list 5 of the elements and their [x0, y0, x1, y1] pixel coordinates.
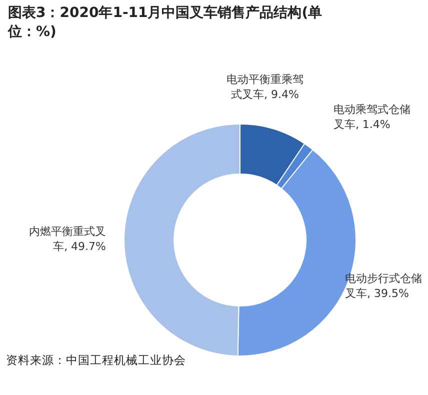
- slice-label: 内燃平衡重式叉车, 49.7%: [28, 224, 106, 254]
- slice-label: 电动平衡重乘驾式叉车, 9.4%: [225, 72, 304, 102]
- chart-title: 图表3：2020年1-11月中国叉车销售产品结构(单位：%): [8, 4, 324, 42]
- text: 资料来源：中国工程机械工业协会: [6, 353, 186, 368]
- slice-label: 电动乘驾式仓储叉车, 1.4%: [333, 102, 412, 132]
